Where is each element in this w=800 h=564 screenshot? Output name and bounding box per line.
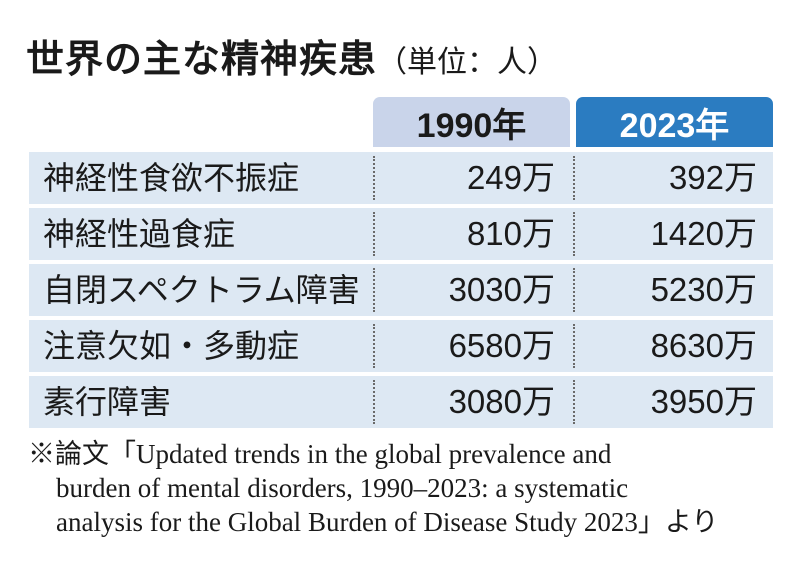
row-label: 素行障害	[43, 383, 172, 421]
table-row: 素行障害 3080万 3950万	[29, 376, 773, 428]
table-row: 注意欠如・多動症 6580万 8630万	[29, 320, 773, 372]
source-note-line: analysis for the Global Burden of Diseas…	[56, 507, 719, 537]
unit-text: （単位：人）	[377, 45, 558, 80]
value-2023: 392万	[668, 159, 757, 196]
row-label: 注意欠如・多動症	[43, 327, 300, 365]
column-divider	[573, 156, 575, 200]
value-2023: 3950万	[650, 383, 757, 420]
row-label: 神経性食欲不振症	[43, 159, 300, 197]
row-label: 神経性過食症	[43, 215, 236, 253]
source-note: ※論文「Updated trends in the global prevale…	[28, 437, 788, 539]
table-row: 自閉スペクトラム障害 3030万 5230万	[29, 264, 773, 316]
value-1990: 3080万	[448, 383, 555, 420]
column-header-1990: 1990年	[373, 97, 570, 147]
value-2023: 1420万	[650, 215, 757, 252]
chart-title: 世界の主な精神疾患（単位：人）	[26, 28, 557, 83]
value-1990: 3030万	[448, 271, 555, 308]
column-divider	[573, 324, 575, 368]
table-row: 神経性食欲不振症 249万 392万	[29, 152, 773, 204]
table-row: 神経性過食症 810万 1420万	[29, 208, 773, 260]
title-text: 世界の主な精神疾患	[26, 37, 378, 81]
column-header-2023: 2023年	[576, 97, 773, 147]
value-1990: 810万	[466, 215, 555, 252]
row-label: 自閉スペクトラム障害	[43, 271, 360, 309]
column-divider	[373, 380, 375, 424]
source-note-line: burden of mental disorders, 1990–2023: a…	[56, 473, 629, 503]
value-1990: 6580万	[448, 327, 555, 364]
source-note-line: ※論文「Updated trends in the global prevale…	[28, 439, 612, 469]
column-divider	[573, 380, 575, 424]
column-divider	[373, 324, 375, 368]
column-divider	[373, 212, 375, 256]
column-divider	[373, 156, 375, 200]
value-1990: 249万	[466, 159, 555, 196]
column-divider	[373, 268, 375, 312]
value-2023: 8630万	[650, 327, 757, 364]
column-divider	[573, 212, 575, 256]
value-2023: 5230万	[650, 271, 757, 308]
column-divider	[573, 268, 575, 312]
